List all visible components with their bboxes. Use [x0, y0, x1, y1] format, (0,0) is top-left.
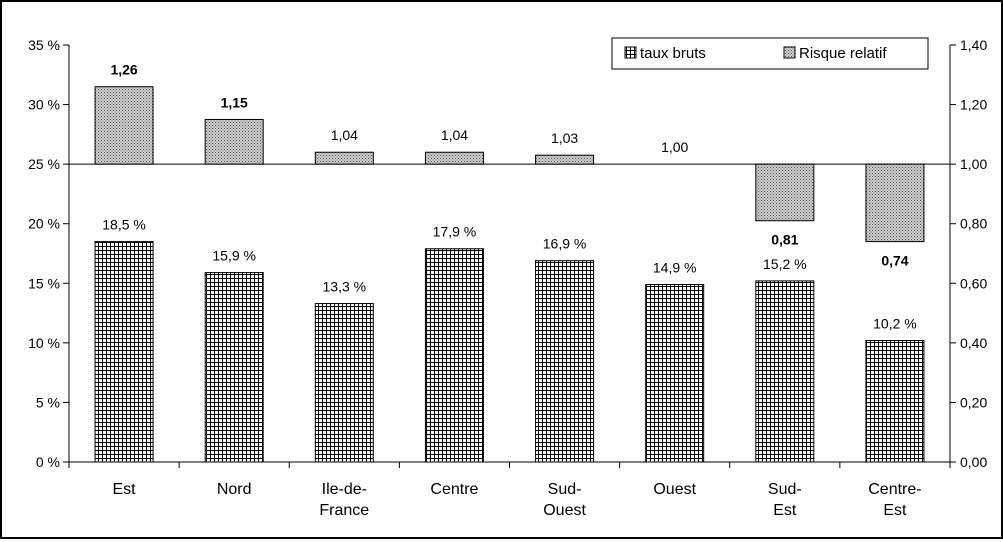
- risque-relatif-data-label: 0,81: [771, 232, 798, 248]
- x-tick-label: Ouest: [653, 481, 696, 498]
- y-left-tick-label: 30 %: [28, 97, 60, 113]
- risque-relatif-bar: [314, 151, 374, 165]
- risque-relatif-data-label: 1,00: [661, 139, 688, 155]
- y-left-tick-label: 35 %: [28, 37, 60, 53]
- x-tick-label-line: Ile-de-: [322, 481, 367, 498]
- legend-swatch-taux-bruts: [624, 46, 637, 59]
- x-tick-label-line: Est: [773, 502, 797, 519]
- taux-bruts-bar: [204, 272, 264, 463]
- y-right-tick-label: 1,20: [960, 97, 987, 113]
- taux-bruts-data-label: 13,3 %: [323, 279, 367, 295]
- risque-relatif-data-label: 1,26: [110, 62, 137, 78]
- y-left-tick-label: 0 %: [36, 454, 60, 470]
- x-tick-label-line: Sud-: [548, 481, 582, 498]
- y-left-tick-label: 10 %: [28, 335, 60, 351]
- taux-bruts-data-label: 17,9 %: [433, 224, 477, 240]
- taux-bruts-bar: [755, 280, 815, 463]
- taux-bruts-bar: [645, 283, 705, 463]
- taux-bruts-data-label: 15,9 %: [212, 248, 256, 264]
- risque-relatif-data-label: 1,04: [331, 127, 358, 143]
- x-tick-label-line: Ouest: [543, 502, 586, 519]
- taux-bruts-data-label: 10,2 %: [873, 315, 917, 331]
- legend-label-taux-bruts: taux bruts: [640, 45, 706, 62]
- y-right-tick-label: 1,40: [960, 37, 987, 53]
- x-tick-label-line: Sud-: [768, 481, 802, 498]
- taux-bruts-data-label: 14,9 %: [653, 259, 697, 275]
- legend-swatch-risque-relatif: [783, 46, 796, 59]
- y-right-tick-label: 0,80: [960, 216, 987, 232]
- legend-box: [611, 37, 929, 70]
- legend-label-risque-relatif: Risque relatif: [799, 45, 887, 62]
- x-tick-label: Ile-de- France: [319, 481, 369, 519]
- labels-layer: 18,5 % 15,9 % 13,3 % 17,9 % 16,9 % 14,9 % 15,2…: [102, 62, 916, 332]
- x-tick-label: Nord: [217, 481, 252, 498]
- taux-bruts-data-label: 18,5 %: [102, 217, 146, 233]
- axes-layer: 0 % 5 % 10 % 15 % 20 % 25 % 30 % 35 % 0,00 0,20 0,…: [28, 37, 987, 519]
- y-right-tick-label: 0,00: [960, 454, 987, 470]
- y-right-tick-label: 0,40: [960, 335, 987, 351]
- y-right-tick-label: 1,00: [960, 156, 987, 172]
- risque-relatif-bar: [424, 151, 484, 165]
- x-tick-label: Centre: [430, 481, 478, 498]
- x-tick-label-line: Centre-: [868, 481, 921, 498]
- y-left-tick-label: 5 %: [36, 394, 60, 410]
- x-tick-label-line: Nord: [217, 481, 252, 498]
- taux-bruts-bar: [424, 248, 484, 463]
- x-tick-label-line: Est: [883, 502, 907, 519]
- risque-relatif-bar: [204, 118, 264, 165]
- x-tick-label: Est: [113, 481, 137, 498]
- risque-relatif-data-label: 1,04: [441, 127, 468, 143]
- x-tick-label-line: Centre: [430, 481, 478, 498]
- risque-relatif-data-label: 1,03: [551, 130, 578, 146]
- risque-relatif-data-label: 0,74: [881, 253, 908, 269]
- taux-bruts-bar: [865, 339, 925, 463]
- taux-bruts-data-label: 15,2 %: [763, 256, 807, 272]
- x-tick-label-line: Ouest: [653, 481, 696, 498]
- taux-bruts-bar: [94, 241, 154, 463]
- y-left-tick-label: 15 %: [28, 275, 60, 291]
- risque-relatif-bar: [865, 163, 925, 243]
- risque-relatif-bar: [755, 163, 815, 222]
- y-left-tick-label: 25 %: [28, 156, 60, 172]
- taux-bruts-bar: [535, 260, 595, 463]
- legend: taux bruts Risque relatif: [611, 37, 929, 70]
- x-tick-label: Centre- Est: [868, 481, 921, 519]
- taux-bruts-bar: [314, 303, 374, 463]
- risque-relatif-data-label: 1,15: [221, 94, 248, 110]
- x-tick-label: Sud- Est: [768, 481, 802, 519]
- bars-layer: [94, 86, 925, 463]
- risque-relatif-bar: [94, 86, 154, 165]
- y-left-tick-label: 20 %: [28, 216, 60, 232]
- x-tick-label-line: Est: [113, 481, 137, 498]
- x-tick-label-line: France: [319, 502, 369, 519]
- taux-bruts-data-label: 16,9 %: [543, 236, 587, 252]
- y-right-tick-label: 0,60: [960, 275, 987, 291]
- risque-relatif-bar: [535, 154, 595, 165]
- y-right-tick-label: 0,20: [960, 394, 987, 410]
- x-tick-label: Sud- Ouest: [543, 481, 586, 519]
